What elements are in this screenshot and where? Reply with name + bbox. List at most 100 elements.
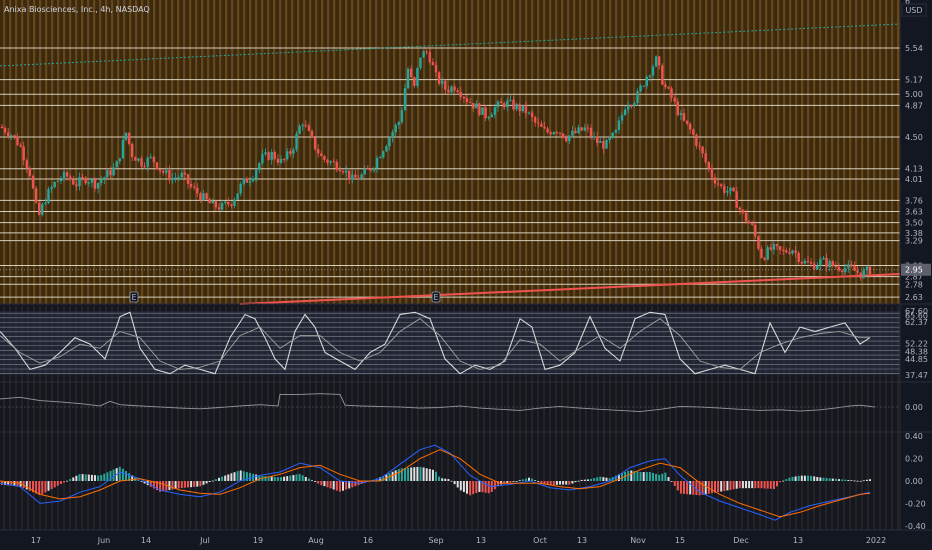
macd-histogram-bar — [233, 472, 236, 481]
earnings-marker[interactable] — [129, 291, 139, 303]
macd-histogram-bar — [602, 477, 605, 481]
top-axis-label: 6 — [905, 0, 910, 6]
vertical-band — [735, 0, 738, 304]
currency-badge[interactable] — [901, 3, 927, 17]
vertical-band — [747, 0, 750, 304]
candle-body — [720, 184, 723, 187]
macd-histogram-bar — [425, 468, 428, 481]
macd-histogram-bar — [720, 481, 723, 492]
trendline-support[interactable] — [239, 273, 901, 305]
candle-body — [152, 156, 156, 163]
candle-body — [834, 266, 838, 268]
earnings-marker[interactable] — [431, 291, 441, 303]
candle-body — [605, 139, 608, 149]
vertical-band — [405, 0, 408, 304]
candle-body — [472, 103, 475, 109]
macd-histogram-bar — [214, 479, 217, 481]
macd-histogram-bar — [779, 481, 782, 483]
candle-body — [96, 182, 100, 189]
candle-body — [760, 248, 763, 258]
vertical-band — [831, 306, 833, 530]
vertical-band — [285, 306, 287, 530]
vertical-band — [579, 0, 582, 304]
macd-axis[interactable]: 0.40 0.20 0.00 -0.20 -0.40 — [905, 432, 926, 531]
macd-histogram-bar — [205, 481, 208, 484]
candle-body — [90, 179, 94, 183]
vertical-band — [39, 0, 42, 304]
candle-body — [630, 105, 633, 107]
vertical-band — [87, 0, 90, 304]
vertical-band — [537, 306, 539, 530]
candle-body — [118, 158, 121, 162]
macd-histogram-bar — [621, 473, 623, 481]
oscillator-panel[interactable] — [0, 311, 900, 375]
vertical-band — [75, 0, 78, 304]
vertical-band — [759, 0, 762, 304]
macd-histogram-bar — [338, 481, 341, 492]
candle-body — [230, 204, 233, 206]
vertical-band — [879, 306, 881, 530]
vertical-band — [861, 0, 864, 304]
macd-histogram-bar — [326, 481, 329, 488]
time-axis[interactable]: 17 Jun 14 Jul 19 Aug 16 Sep 13 Oct 13 Nov 15 Dec 13 202… — [31, 536, 886, 545]
macd-histogram-bar — [419, 466, 422, 481]
macd-histogram-bar — [571, 481, 574, 484]
vertical-band — [633, 306, 635, 530]
indicator-panel[interactable] — [0, 393, 900, 413]
vertical-band — [807, 0, 810, 304]
vertical-band — [801, 306, 803, 530]
vertical-band — [237, 0, 240, 304]
candle-body — [444, 80, 447, 90]
candle-body — [534, 117, 537, 123]
candle-body — [524, 105, 528, 114]
macd-histogram-bar — [78, 474, 81, 481]
candle-body — [503, 103, 506, 108]
macd-histogram-bar — [174, 481, 177, 489]
vertical-band — [369, 306, 371, 530]
vertical-band — [327, 306, 329, 530]
macd-histogram-bar — [283, 476, 286, 481]
macd-histogram-bar — [850, 480, 853, 482]
vertical-band — [897, 0, 900, 304]
candle-body — [456, 90, 459, 93]
candle-body — [481, 107, 484, 115]
candle-body — [803, 260, 807, 264]
macd-histogram-bar — [497, 481, 499, 487]
candle-body — [75, 184, 78, 187]
vertical-band — [177, 306, 179, 530]
macd-histogram-bar — [292, 475, 295, 481]
macd-histogram-bar — [109, 470, 112, 481]
vertical-band — [603, 0, 606, 304]
vertical-band — [423, 0, 426, 304]
candle-body — [521, 105, 524, 112]
candle-body — [242, 178, 245, 184]
vertical-band — [345, 0, 348, 304]
vertical-band — [615, 306, 617, 530]
macd-panel[interactable] — [0, 444, 871, 521]
macd-histogram-bar — [686, 481, 689, 495]
indicator-axis[interactable]: 0.00 — [905, 403, 923, 412]
candle-body — [459, 92, 462, 97]
candle-body — [38, 202, 41, 215]
vertical-band — [663, 0, 666, 304]
candle-body — [831, 261, 834, 267]
macd-histogram-bar — [574, 481, 577, 483]
price-axis-label: 3.38 — [905, 229, 923, 238]
macd-histogram-bar — [568, 481, 571, 485]
vertical-band — [675, 0, 678, 304]
vertical-band — [447, 0, 450, 304]
indicator-line — [0, 393, 876, 413]
vertical-band — [639, 306, 641, 530]
macd-histogram-bar — [121, 468, 124, 481]
candle-body — [778, 246, 782, 251]
vertical-band — [315, 0, 318, 304]
vertical-band — [729, 0, 732, 304]
candle-body — [800, 262, 803, 264]
candle-body — [385, 146, 388, 152]
macd-histogram-bar — [125, 470, 127, 481]
macd-histogram-bar — [701, 481, 704, 495]
vertical-band — [633, 0, 636, 304]
